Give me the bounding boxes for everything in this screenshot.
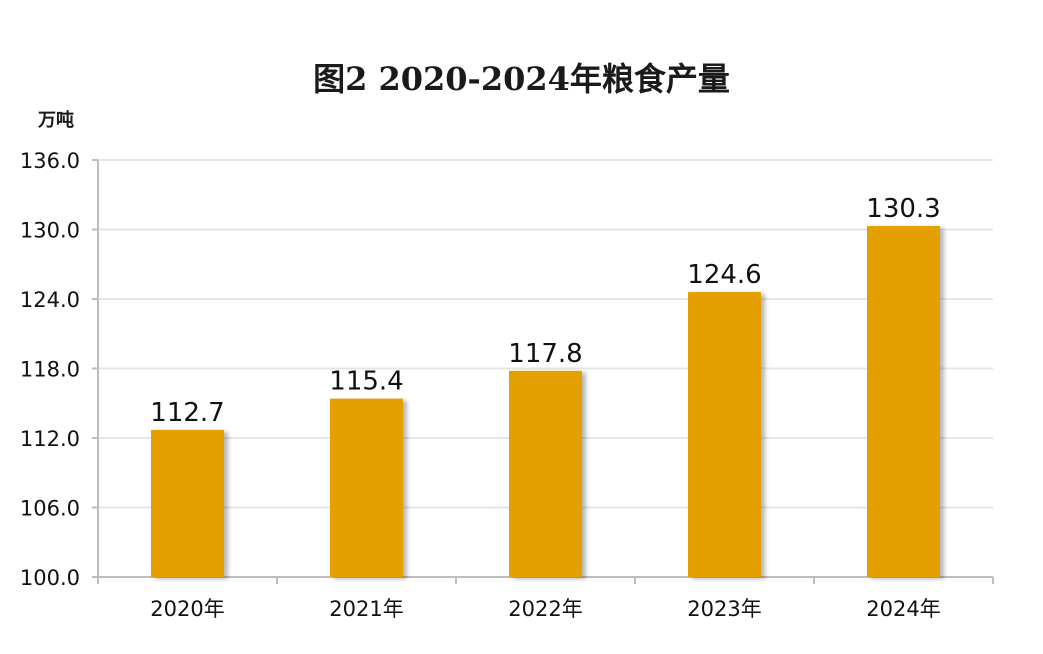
bar <box>867 226 940 577</box>
bar <box>330 398 403 577</box>
y-tick-label: 130.0 <box>20 219 80 243</box>
labels: 100.0 106.0 112.0 118.0 124.0 130.0 136.0 112.7… <box>20 149 941 621</box>
bar-value-label: 115.4 <box>329 367 403 397</box>
y-tick-label: 136.0 <box>20 149 80 173</box>
y-tick-label: 124.0 <box>20 288 80 312</box>
bar-value-label: 117.8 <box>508 339 582 369</box>
bar <box>509 370 582 577</box>
bar-value-label: 130.3 <box>866 194 940 224</box>
y-tick-label: 118.0 <box>20 358 80 382</box>
x-category-label: 2024年 <box>866 597 940 621</box>
bars <box>151 226 940 577</box>
x-category-label: 2021年 <box>329 597 403 621</box>
bar <box>688 292 761 577</box>
bar-value-label: 112.7 <box>150 398 224 428</box>
bar <box>151 429 224 577</box>
x-category-label: 2022年 <box>508 597 582 621</box>
chart-title: 图2 2020-2024年粮食产量 <box>313 60 730 98</box>
x-category-label: 2023年 <box>687 597 761 621</box>
y-axis-unit-label: 万吨 <box>38 110 74 131</box>
y-tick-label: 112.0 <box>20 427 80 451</box>
x-category-label: 2020年 <box>150 597 224 621</box>
bar-value-label: 124.6 <box>687 260 761 290</box>
y-tick-label: 106.0 <box>20 497 80 521</box>
y-tick-label: 100.0 <box>20 566 80 590</box>
